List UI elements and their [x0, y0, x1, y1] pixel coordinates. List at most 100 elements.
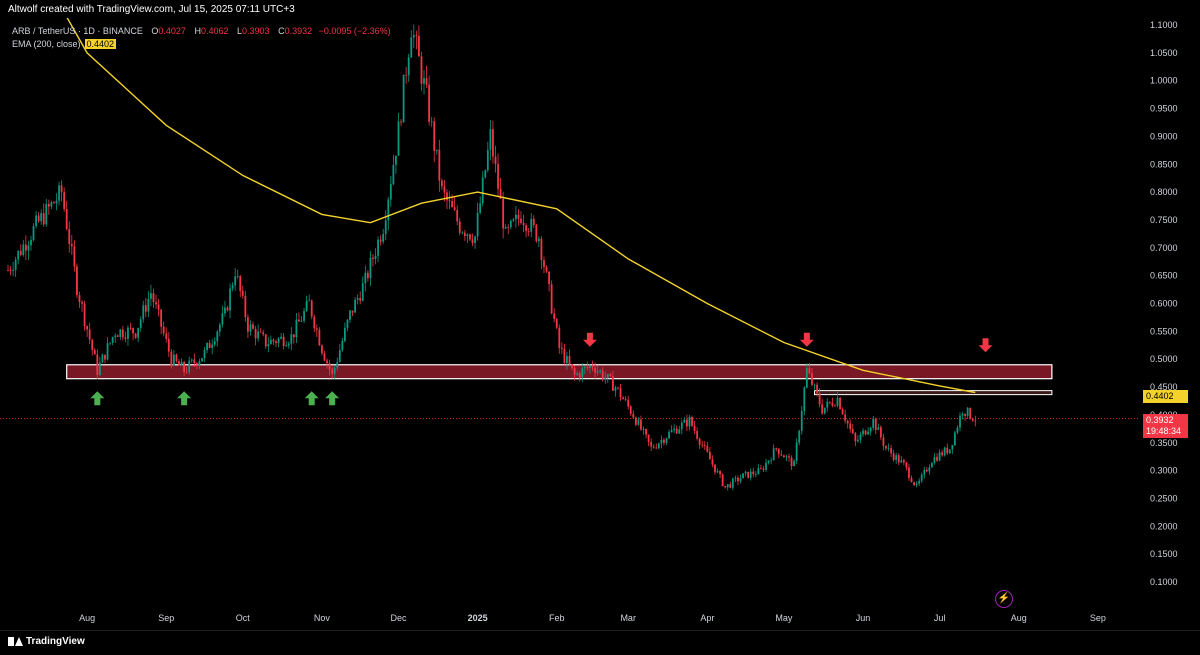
candle-body	[24, 244, 27, 251]
candle-body	[563, 348, 566, 363]
candle-body	[81, 302, 83, 304]
lightning-icon[interactable]: ⚡	[995, 590, 1013, 608]
candle-body	[351, 310, 354, 313]
candle-body	[974, 420, 977, 422]
price-axis[interactable]: 1.1000 1.0500 1.0000 0.9500 0.9000 0.8500 0.80…	[1150, 20, 1178, 587]
low-label: L	[237, 26, 243, 36]
candle-body	[920, 474, 923, 481]
candle-body	[834, 405, 836, 407]
candle-body	[492, 129, 494, 157]
candle-body	[862, 430, 864, 435]
candle-body	[9, 270, 12, 272]
tradingview-logo[interactable]: TradingView	[8, 636, 85, 647]
price-tick-label: 1.1000	[1150, 20, 1178, 30]
candle-body	[73, 246, 76, 267]
arrow-up-icon	[177, 391, 192, 406]
candle-body	[499, 188, 502, 199]
candle-body	[180, 361, 183, 366]
candle-body	[78, 295, 81, 303]
candle-body	[264, 334, 267, 347]
candle-body	[318, 329, 321, 346]
candle-body	[811, 373, 813, 385]
resistance-line	[814, 390, 1053, 396]
candle-body	[688, 416, 691, 427]
candle-body	[596, 371, 599, 373]
candle-body	[821, 404, 824, 414]
candle-body	[326, 360, 328, 364]
candle-body	[124, 337, 127, 339]
candle-body	[560, 347, 563, 349]
candle-body	[568, 356, 571, 365]
candle-body	[504, 226, 507, 229]
candle-body	[849, 423, 852, 430]
candle-body	[170, 351, 173, 366]
brand-name: TradingView	[26, 636, 85, 647]
candle-body	[484, 170, 487, 178]
candle-body	[578, 373, 581, 378]
candle-body	[384, 220, 387, 234]
symbol-name[interactable]: ARB / TetherUS · 1D · BINANCE	[12, 26, 143, 36]
tv-logo-icon	[8, 637, 23, 646]
candle-body	[249, 324, 252, 332]
candle-body	[35, 215, 37, 227]
candle-body	[111, 337, 114, 343]
candle-body	[310, 300, 313, 317]
candle-body	[897, 455, 900, 463]
time-tick-label: Dec	[390, 613, 407, 623]
candle-body	[116, 335, 119, 337]
candle-body	[400, 121, 402, 123]
candle-body	[933, 456, 936, 463]
candle-body	[456, 209, 459, 222]
candle-body	[867, 431, 870, 435]
candle-body	[642, 429, 645, 430]
candle-body	[793, 460, 795, 467]
time-tick-label: Feb	[549, 613, 565, 623]
candle-body	[137, 327, 140, 338]
candle-body	[703, 445, 706, 446]
candle-body	[619, 387, 622, 398]
price-tick-label: 0.9000	[1150, 131, 1178, 141]
candle-body	[851, 429, 854, 434]
candle-body	[941, 452, 944, 456]
candle-body	[617, 387, 619, 389]
candle-body	[520, 218, 522, 223]
candle-body	[571, 364, 573, 368]
candle-body	[486, 149, 489, 171]
candle-body	[938, 452, 941, 461]
candle-body	[971, 418, 974, 421]
candle-body	[691, 416, 693, 426]
candle-body	[366, 272, 369, 279]
candle-body	[869, 427, 872, 432]
candle-body	[172, 354, 175, 366]
candle-body	[589, 365, 591, 368]
candle-body	[185, 371, 188, 373]
support-zone	[66, 364, 1053, 380]
candle-body	[239, 276, 242, 291]
candle-body	[731, 478, 734, 488]
candle-body	[377, 239, 379, 256]
candle-body	[201, 358, 203, 362]
candle-body	[68, 229, 71, 245]
candle-body	[160, 309, 163, 327]
candle-body	[395, 155, 397, 165]
candle-body	[770, 460, 773, 461]
candle-body	[788, 456, 790, 458]
candle-body	[272, 339, 275, 342]
candle-body	[7, 270, 9, 271]
ema-legend[interactable]: EMA (200, close) 0.4402	[12, 39, 117, 49]
ema-value: 0.4402	[84, 39, 117, 49]
candle-body	[218, 324, 221, 332]
candle-body	[321, 345, 323, 354]
candle-body	[134, 333, 137, 338]
candle-body	[45, 203, 48, 225]
candle-body	[716, 471, 719, 473]
candle-body	[282, 336, 285, 347]
candle-body	[448, 200, 451, 202]
time-tick-label: Sep	[1090, 613, 1106, 623]
close-value: 0.3932	[284, 26, 313, 36]
candle-body	[234, 276, 237, 286]
candle-body	[497, 163, 499, 189]
candle-body	[323, 353, 326, 361]
time-axis[interactable]: Aug Sep Oct Nov Dec 2025 Feb Mar Apr May Jun Jul Aug…	[79, 613, 1106, 623]
